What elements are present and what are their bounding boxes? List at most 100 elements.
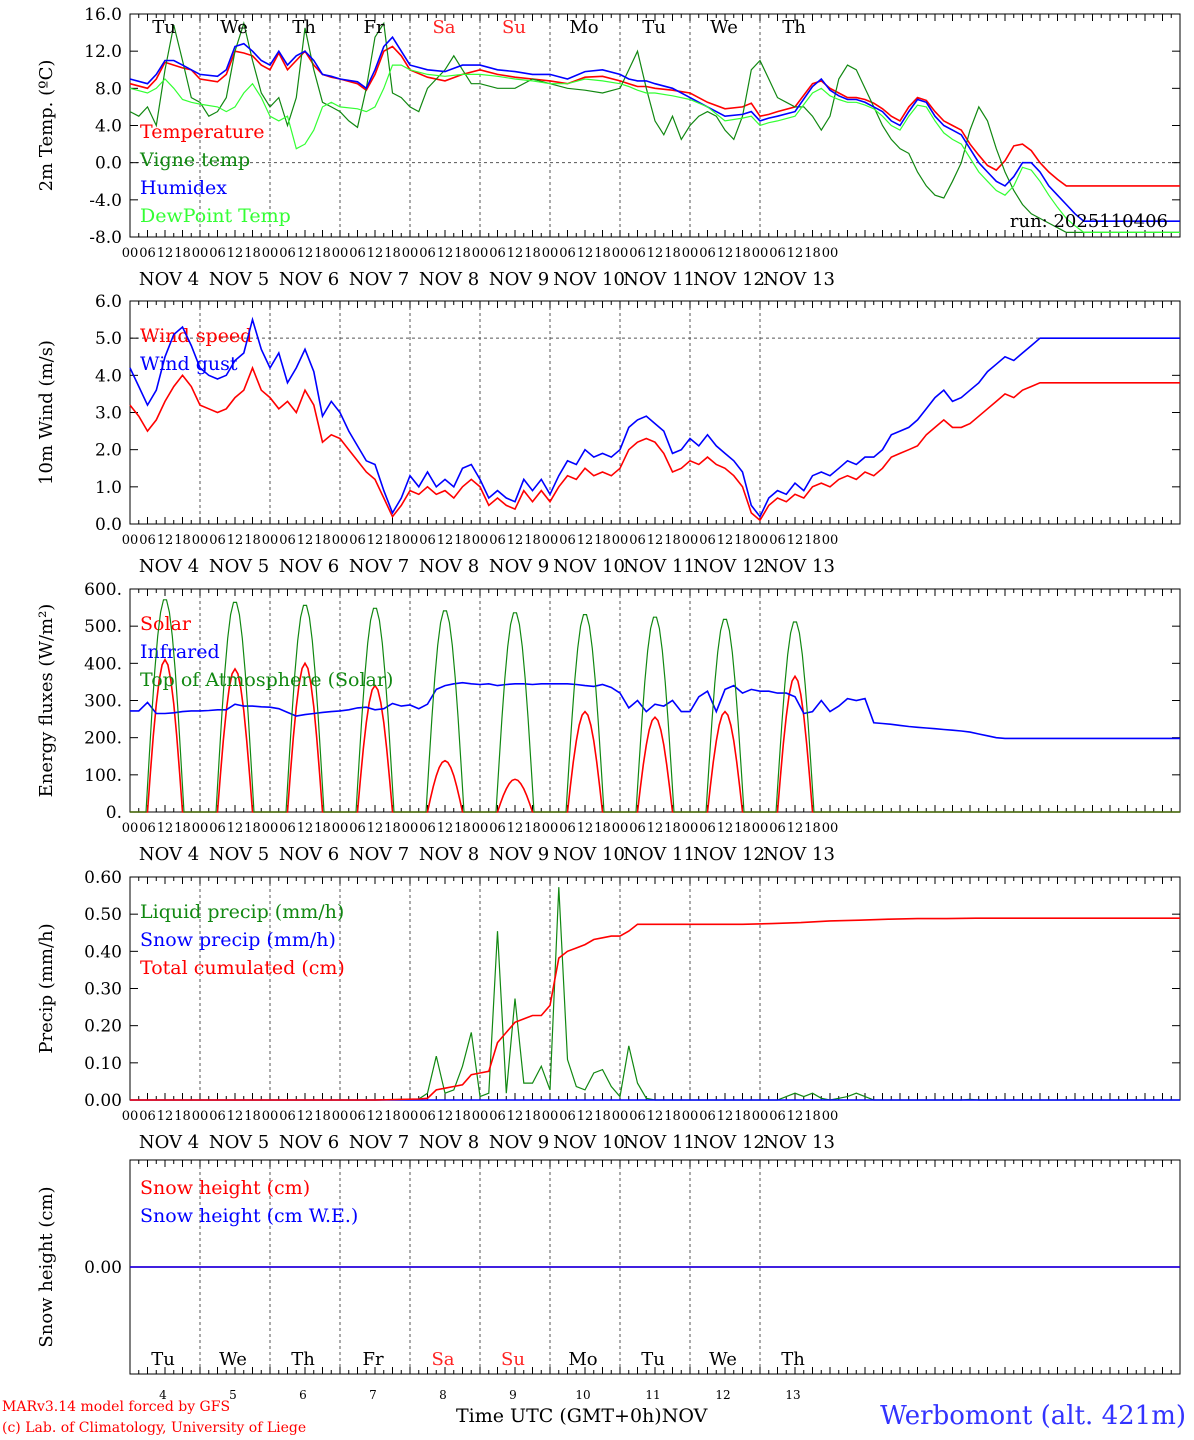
hour-tick-label: 12 bbox=[577, 533, 594, 548]
hour-tick-label: 00 bbox=[192, 246, 209, 261]
hour-tick-label: 12 bbox=[437, 533, 454, 548]
day-number-label: 4 bbox=[159, 1388, 167, 1402]
hour-tick-label: 00 bbox=[822, 246, 839, 261]
hour-tick-label: 06 bbox=[209, 533, 226, 548]
hour-tick-label: 12 bbox=[577, 821, 594, 836]
day-number-label: 5 bbox=[229, 1388, 237, 1402]
weekday-label: Tu bbox=[641, 1349, 665, 1370]
hour-tick-label: 18 bbox=[664, 821, 681, 836]
hour-tick-label: 06 bbox=[349, 1109, 366, 1124]
day-number-label: 7 bbox=[369, 1388, 377, 1402]
legend-entry: Temperature bbox=[140, 121, 264, 143]
hour-tick-label: 00 bbox=[122, 1109, 139, 1124]
series-line-3-2 bbox=[130, 681, 1180, 740]
hour-tick-label: 18 bbox=[664, 246, 681, 261]
date-label: NOV 13 bbox=[763, 1132, 835, 1153]
date-label: NOV 6 bbox=[279, 269, 339, 290]
date-label: NOV 7 bbox=[349, 269, 409, 290]
hour-tick-label: 12 bbox=[787, 533, 804, 548]
hour-tick-label: 18 bbox=[314, 246, 331, 261]
date-label: NOV 4 bbox=[139, 1132, 199, 1153]
hour-tick-label: 18 bbox=[384, 246, 401, 261]
hour-tick-label: 00 bbox=[332, 246, 349, 261]
hour-tick-label: 18 bbox=[804, 533, 821, 548]
hour-tick-label: 00 bbox=[332, 821, 349, 836]
hour-tick-label: 18 bbox=[804, 1109, 821, 1124]
hour-tick-label: 06 bbox=[419, 533, 436, 548]
month-label: NOV bbox=[661, 1405, 708, 1427]
hour-tick-label: 00 bbox=[402, 533, 419, 548]
date-label: NOV 10 bbox=[553, 269, 625, 290]
series-line-2-1 bbox=[129, 365, 1180, 522]
hour-tick-label: 06 bbox=[559, 821, 576, 836]
series-line-1-2 bbox=[129, 21, 1180, 233]
date-label: NOV 4 bbox=[139, 269, 199, 290]
weekday-label: Su bbox=[501, 1349, 525, 1370]
hour-tick-label: 18 bbox=[454, 821, 471, 836]
y-tick-label: 5.0 bbox=[95, 329, 122, 349]
y-tick-label: 0.20 bbox=[84, 1017, 122, 1037]
date-label: NOV 12 bbox=[693, 844, 765, 865]
panel-3: 600. 500. 400. 300. 200. 100. 0. Energy fluxes … bbox=[36, 580, 1181, 865]
model-credit: MARv3.14 model forced by GFS bbox=[2, 1399, 231, 1415]
day-number-label: 8 bbox=[439, 1388, 447, 1402]
hour-tick-label: 06 bbox=[489, 533, 506, 548]
y-tick-label: 12.0 bbox=[84, 42, 122, 62]
hour-tick-label: 06 bbox=[349, 533, 366, 548]
hour-tick-label: 18 bbox=[454, 246, 471, 261]
hour-tick-label: 12 bbox=[647, 246, 664, 261]
hour-tick-label: 00 bbox=[122, 821, 139, 836]
date-label: NOV 4 bbox=[139, 844, 199, 865]
hour-tick-label: 00 bbox=[682, 1109, 699, 1124]
hour-tick-label: 18 bbox=[174, 1109, 191, 1124]
date-label: NOV 7 bbox=[349, 844, 409, 865]
hour-tick-label: 06 bbox=[209, 1109, 226, 1124]
y-tick-label: 0.50 bbox=[84, 905, 122, 925]
hour-tick-label: 06 bbox=[419, 246, 436, 261]
legend-entry: Snow precip (mm/h) bbox=[140, 929, 336, 951]
weekday-label: Fr bbox=[362, 1349, 383, 1370]
hour-tick-label: 00 bbox=[192, 1109, 209, 1124]
date-label: NOV 10 bbox=[553, 844, 625, 865]
hour-tick-label: 12 bbox=[367, 821, 384, 836]
series-line-1-1 bbox=[129, 45, 1180, 187]
weekday-label: Tu bbox=[642, 17, 666, 38]
hour-tick-label: 12 bbox=[227, 533, 244, 548]
hour-tick-label: 06 bbox=[279, 1109, 296, 1124]
hour-tick-label: 06 bbox=[699, 246, 716, 261]
station-title: Werbomont (alt. 421m) bbox=[880, 1401, 1186, 1431]
hour-tick-label: 06 bbox=[139, 821, 156, 836]
hour-tick-label: 18 bbox=[594, 821, 611, 836]
y-tick-label: 600. bbox=[84, 580, 122, 600]
date-label: NOV 13 bbox=[763, 844, 835, 865]
y-tick-label: 0. bbox=[106, 803, 122, 823]
hour-tick-label: 00 bbox=[262, 533, 279, 548]
hour-tick-label: 18 bbox=[244, 246, 261, 261]
hour-tick-label: 12 bbox=[157, 1109, 174, 1124]
hour-tick-label: 18 bbox=[174, 533, 191, 548]
date-label: NOV 5 bbox=[209, 556, 269, 577]
legend-entry: Total cumulated (cm) bbox=[140, 957, 345, 979]
panel-1: 16.0 12.0 8.0 4.0 0.0 -4.0 -8.0 2m Temp. (ºC) Te… bbox=[36, 5, 1181, 290]
hour-tick-label: 12 bbox=[227, 821, 244, 836]
hour-tick-label: 00 bbox=[612, 1109, 629, 1124]
series-line-2-2 bbox=[129, 316, 1180, 519]
hour-tick-label: 00 bbox=[542, 1109, 559, 1124]
hour-tick-label: 12 bbox=[367, 246, 384, 261]
hour-tick-label: 18 bbox=[314, 821, 331, 836]
hour-tick-label: 18 bbox=[174, 821, 191, 836]
plot-frame bbox=[129, 300, 1181, 525]
hour-tick-label: 12 bbox=[647, 533, 664, 548]
legend-entry: Snow height (cm W.E.) bbox=[140, 1205, 358, 1227]
hour-tick-label: 06 bbox=[489, 1109, 506, 1124]
hour-tick-label: 18 bbox=[734, 821, 751, 836]
hour-tick-label: 06 bbox=[629, 246, 646, 261]
legend-entry: DewPoint Temp bbox=[140, 205, 291, 227]
hour-tick-label: 06 bbox=[769, 533, 786, 548]
hour-tick-label: 18 bbox=[174, 246, 191, 261]
hour-tick-label: 00 bbox=[752, 246, 769, 261]
hour-tick-label: 00 bbox=[472, 821, 489, 836]
lab-credit: (c) Lab. of Climatology, University of L… bbox=[2, 1420, 307, 1436]
y-tick-label: 3.0 bbox=[95, 404, 122, 424]
